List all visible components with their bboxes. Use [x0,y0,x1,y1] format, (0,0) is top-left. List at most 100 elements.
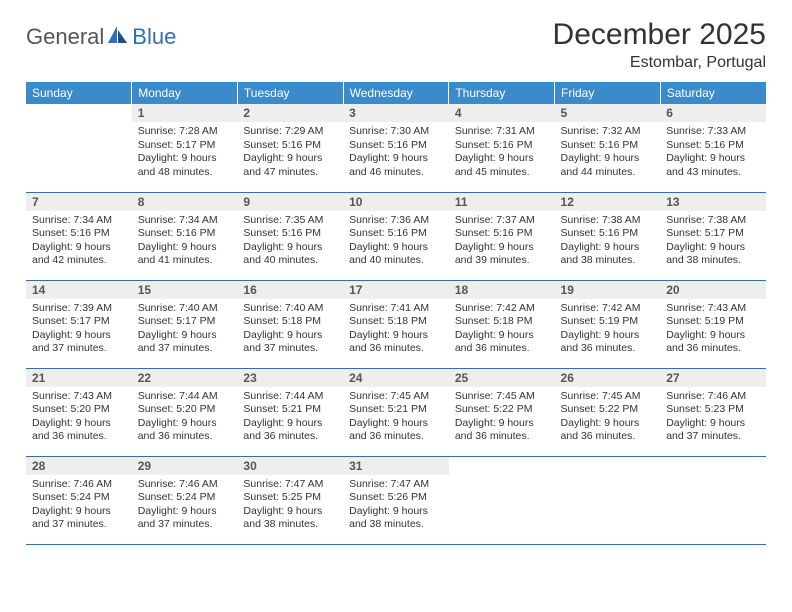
daylight-text: Daylight: 9 hours and 36 minutes. [32,417,126,444]
day-details: Sunrise: 7:35 AMSunset: 5:16 PMDaylight:… [237,211,343,273]
day-details: Sunrise: 7:47 AMSunset: 5:25 PMDaylight:… [237,475,343,537]
day-number: 6 [660,104,766,122]
calendar-day-cell: 27Sunrise: 7:46 AMSunset: 5:23 PMDayligh… [660,368,766,456]
sunrise-text: Sunrise: 7:45 AM [455,390,549,404]
sunrise-text: Sunrise: 7:46 AM [32,478,126,492]
day-number: 14 [26,281,132,299]
calendar-day-cell: 7Sunrise: 7:34 AMSunset: 5:16 PMDaylight… [26,192,132,280]
day-details: Sunrise: 7:42 AMSunset: 5:19 PMDaylight:… [555,299,661,361]
calendar-day-cell: 25Sunrise: 7:45 AMSunset: 5:22 PMDayligh… [449,368,555,456]
sunset-text: Sunset: 5:21 PM [349,403,443,417]
day-details: Sunrise: 7:29 AMSunset: 5:16 PMDaylight:… [237,122,343,184]
sunrise-text: Sunrise: 7:40 AM [138,302,232,316]
sunrise-text: Sunrise: 7:31 AM [455,125,549,139]
day-details: Sunrise: 7:43 AMSunset: 5:20 PMDaylight:… [26,387,132,449]
sunrise-text: Sunrise: 7:37 AM [455,214,549,228]
month-title: December 2025 [553,18,766,52]
day-number: 1 [132,104,238,122]
sunrise-text: Sunrise: 7:42 AM [455,302,549,316]
day-number: 10 [343,193,449,211]
day-number: 23 [237,369,343,387]
sunrise-text: Sunrise: 7:42 AM [561,302,655,316]
day-details: Sunrise: 7:30 AMSunset: 5:16 PMDaylight:… [343,122,449,184]
daylight-text: Daylight: 9 hours and 41 minutes. [138,241,232,268]
sunset-text: Sunset: 5:16 PM [349,139,443,153]
day-details: Sunrise: 7:44 AMSunset: 5:21 PMDaylight:… [237,387,343,449]
calendar-day-cell [449,456,555,544]
sunrise-text: Sunrise: 7:41 AM [349,302,443,316]
sunrise-text: Sunrise: 7:34 AM [32,214,126,228]
daylight-text: Daylight: 9 hours and 43 minutes. [666,152,760,179]
sunset-text: Sunset: 5:18 PM [243,315,337,329]
day-number [449,457,555,461]
sunrise-text: Sunrise: 7:40 AM [243,302,337,316]
day-details: Sunrise: 7:45 AMSunset: 5:21 PMDaylight:… [343,387,449,449]
calendar-head: Sunday Monday Tuesday Wednesday Thursday… [26,82,766,104]
day-number: 31 [343,457,449,475]
daylight-text: Daylight: 9 hours and 37 minutes. [32,329,126,356]
calendar-day-cell: 24Sunrise: 7:45 AMSunset: 5:21 PMDayligh… [343,368,449,456]
calendar-day-cell: 16Sunrise: 7:40 AMSunset: 5:18 PMDayligh… [237,280,343,368]
day-details: Sunrise: 7:42 AMSunset: 5:18 PMDaylight:… [449,299,555,361]
calendar-day-cell: 14Sunrise: 7:39 AMSunset: 5:17 PMDayligh… [26,280,132,368]
sunset-text: Sunset: 5:16 PM [243,139,337,153]
weekday-tuesday: Tuesday [237,82,343,104]
calendar-day-cell: 10Sunrise: 7:36 AMSunset: 5:16 PMDayligh… [343,192,449,280]
calendar-week-row: 7Sunrise: 7:34 AMSunset: 5:16 PMDaylight… [26,192,766,280]
daylight-text: Daylight: 9 hours and 44 minutes. [561,152,655,179]
day-number: 9 [237,193,343,211]
calendar-day-cell: 26Sunrise: 7:45 AMSunset: 5:22 PMDayligh… [555,368,661,456]
day-details: Sunrise: 7:46 AMSunset: 5:23 PMDaylight:… [660,387,766,449]
calendar-day-cell: 12Sunrise: 7:38 AMSunset: 5:16 PMDayligh… [555,192,661,280]
day-number: 21 [26,369,132,387]
sunrise-text: Sunrise: 7:30 AM [349,125,443,139]
day-number: 19 [555,281,661,299]
calendar-table: Sunday Monday Tuesday Wednesday Thursday… [26,82,766,545]
day-details: Sunrise: 7:40 AMSunset: 5:18 PMDaylight:… [237,299,343,361]
calendar-day-cell: 21Sunrise: 7:43 AMSunset: 5:20 PMDayligh… [26,368,132,456]
sunset-text: Sunset: 5:20 PM [32,403,126,417]
day-details: Sunrise: 7:44 AMSunset: 5:20 PMDaylight:… [132,387,238,449]
day-number: 8 [132,193,238,211]
header-titles: December 2025 Estombar, Portugal [553,18,766,72]
sunrise-text: Sunrise: 7:47 AM [243,478,337,492]
day-number: 30 [237,457,343,475]
daylight-text: Daylight: 9 hours and 46 minutes. [349,152,443,179]
day-number [555,457,661,461]
sunrise-text: Sunrise: 7:43 AM [32,390,126,404]
calendar-day-cell: 22Sunrise: 7:44 AMSunset: 5:20 PMDayligh… [132,368,238,456]
sunset-text: Sunset: 5:22 PM [455,403,549,417]
day-number: 3 [343,104,449,122]
weekday-sunday: Sunday [26,82,132,104]
sunset-text: Sunset: 5:24 PM [32,491,126,505]
sunset-text: Sunset: 5:16 PM [138,227,232,241]
daylight-text: Daylight: 9 hours and 37 minutes. [138,505,232,532]
calendar-day-cell: 2Sunrise: 7:29 AMSunset: 5:16 PMDaylight… [237,104,343,192]
sunset-text: Sunset: 5:17 PM [32,315,126,329]
day-details: Sunrise: 7:41 AMSunset: 5:18 PMDaylight:… [343,299,449,361]
day-number: 20 [660,281,766,299]
daylight-text: Daylight: 9 hours and 36 minutes. [243,417,337,444]
day-number [26,104,132,108]
sunrise-text: Sunrise: 7:28 AM [138,125,232,139]
calendar-week-row: 1Sunrise: 7:28 AMSunset: 5:17 PMDaylight… [26,104,766,192]
daylight-text: Daylight: 9 hours and 42 minutes. [32,241,126,268]
sunrise-text: Sunrise: 7:29 AM [243,125,337,139]
sunrise-text: Sunrise: 7:46 AM [138,478,232,492]
sunset-text: Sunset: 5:20 PM [138,403,232,417]
day-number: 17 [343,281,449,299]
sail-icon [107,25,129,50]
sunset-text: Sunset: 5:26 PM [349,491,443,505]
brand-part2: Blue [132,24,176,50]
sunrise-text: Sunrise: 7:47 AM [349,478,443,492]
weekday-saturday: Saturday [660,82,766,104]
day-number: 13 [660,193,766,211]
day-details: Sunrise: 7:34 AMSunset: 5:16 PMDaylight:… [132,211,238,273]
sunrise-text: Sunrise: 7:33 AM [666,125,760,139]
day-number: 27 [660,369,766,387]
calendar-week-row: 21Sunrise: 7:43 AMSunset: 5:20 PMDayligh… [26,368,766,456]
calendar-page: General Blue December 2025 Estombar, Por… [0,0,792,559]
calendar-day-cell: 9Sunrise: 7:35 AMSunset: 5:16 PMDaylight… [237,192,343,280]
calendar-day-cell: 11Sunrise: 7:37 AMSunset: 5:16 PMDayligh… [449,192,555,280]
daylight-text: Daylight: 9 hours and 37 minutes. [32,505,126,532]
